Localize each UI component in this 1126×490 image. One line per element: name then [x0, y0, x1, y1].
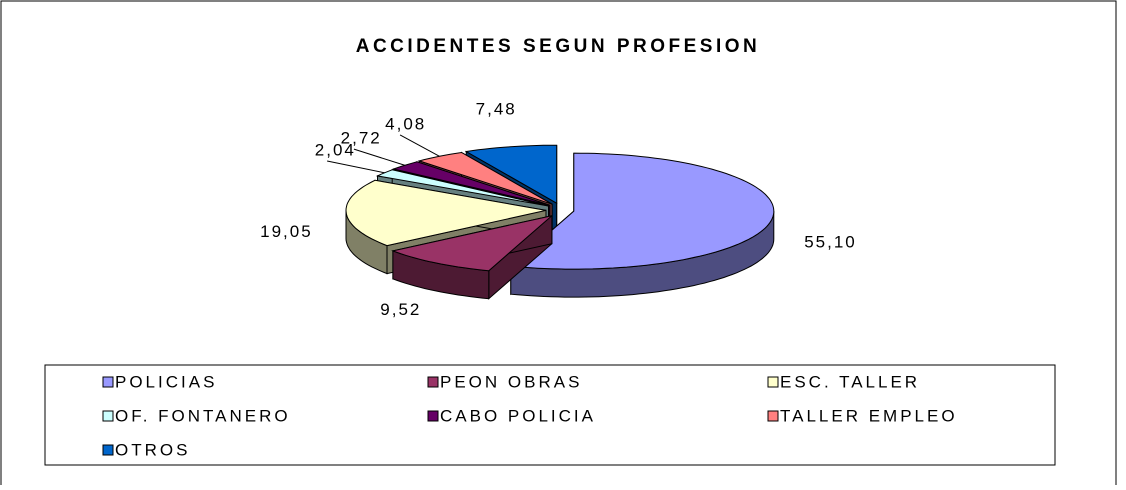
legend-swatch	[102, 410, 114, 422]
legend-label: OTROS	[115, 440, 190, 459]
data-label: 4,08	[385, 114, 426, 133]
slice-top	[391, 215, 553, 272]
legend-swatch	[767, 410, 779, 422]
slice-top	[417, 151, 553, 205]
slice-top	[464, 144, 558, 205]
slice-top	[509, 152, 775, 270]
legend-swatch	[427, 376, 439, 388]
leader-line	[399, 134, 440, 157]
chart-title: ACCIDENTES SEGUN PROFESION	[356, 36, 761, 57]
legend-swatch	[767, 376, 779, 388]
legend-swatch	[102, 444, 114, 456]
legend-box	[44, 364, 1056, 466]
data-label: 2,04	[315, 141, 356, 160]
leader-line	[353, 148, 405, 166]
legend-swatch	[102, 376, 114, 388]
data-label: 7,48	[476, 99, 517, 118]
legend-label: CABO POLICIA	[440, 406, 596, 425]
legend-label: ESC. TALLER	[780, 372, 920, 391]
slice-top	[345, 179, 547, 247]
pie-slice	[509, 152, 775, 298]
legend-label: POLICIAS	[115, 372, 217, 391]
slice-top	[391, 161, 550, 206]
legend-label: PEON OBRAS	[440, 372, 582, 391]
data-label: 19,05	[260, 222, 313, 241]
data-label: 2,72	[341, 129, 382, 148]
data-label: 55,10	[804, 233, 857, 252]
legend-label: OF. FONTANERO	[115, 406, 291, 425]
legend-swatch	[427, 410, 439, 422]
legend-label: TALLER EMPLEO	[780, 406, 958, 425]
pie-slice	[391, 214, 553, 300]
leader-line	[327, 160, 385, 174]
data-label: 9,52	[380, 300, 421, 319]
